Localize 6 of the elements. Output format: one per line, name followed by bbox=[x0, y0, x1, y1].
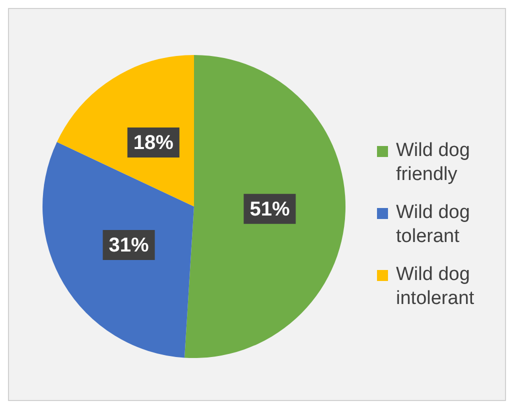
data-label: 31% bbox=[108, 234, 150, 257]
data-label: 51% bbox=[250, 198, 290, 220]
legend-label: Wild dog intolerant bbox=[396, 263, 476, 311]
legend-label: Wild dog tolerant bbox=[396, 201, 471, 249]
data-label: 18% bbox=[133, 132, 174, 154]
legend-label: Wild dog friendly bbox=[396, 139, 471, 187]
